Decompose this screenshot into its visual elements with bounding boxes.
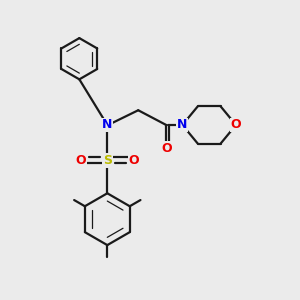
Text: O: O [128, 154, 139, 167]
Text: N: N [177, 118, 188, 131]
Text: S: S [103, 154, 112, 167]
Text: O: O [161, 142, 172, 155]
Text: O: O [76, 154, 86, 167]
Text: N: N [102, 118, 112, 131]
Text: O: O [231, 118, 241, 131]
